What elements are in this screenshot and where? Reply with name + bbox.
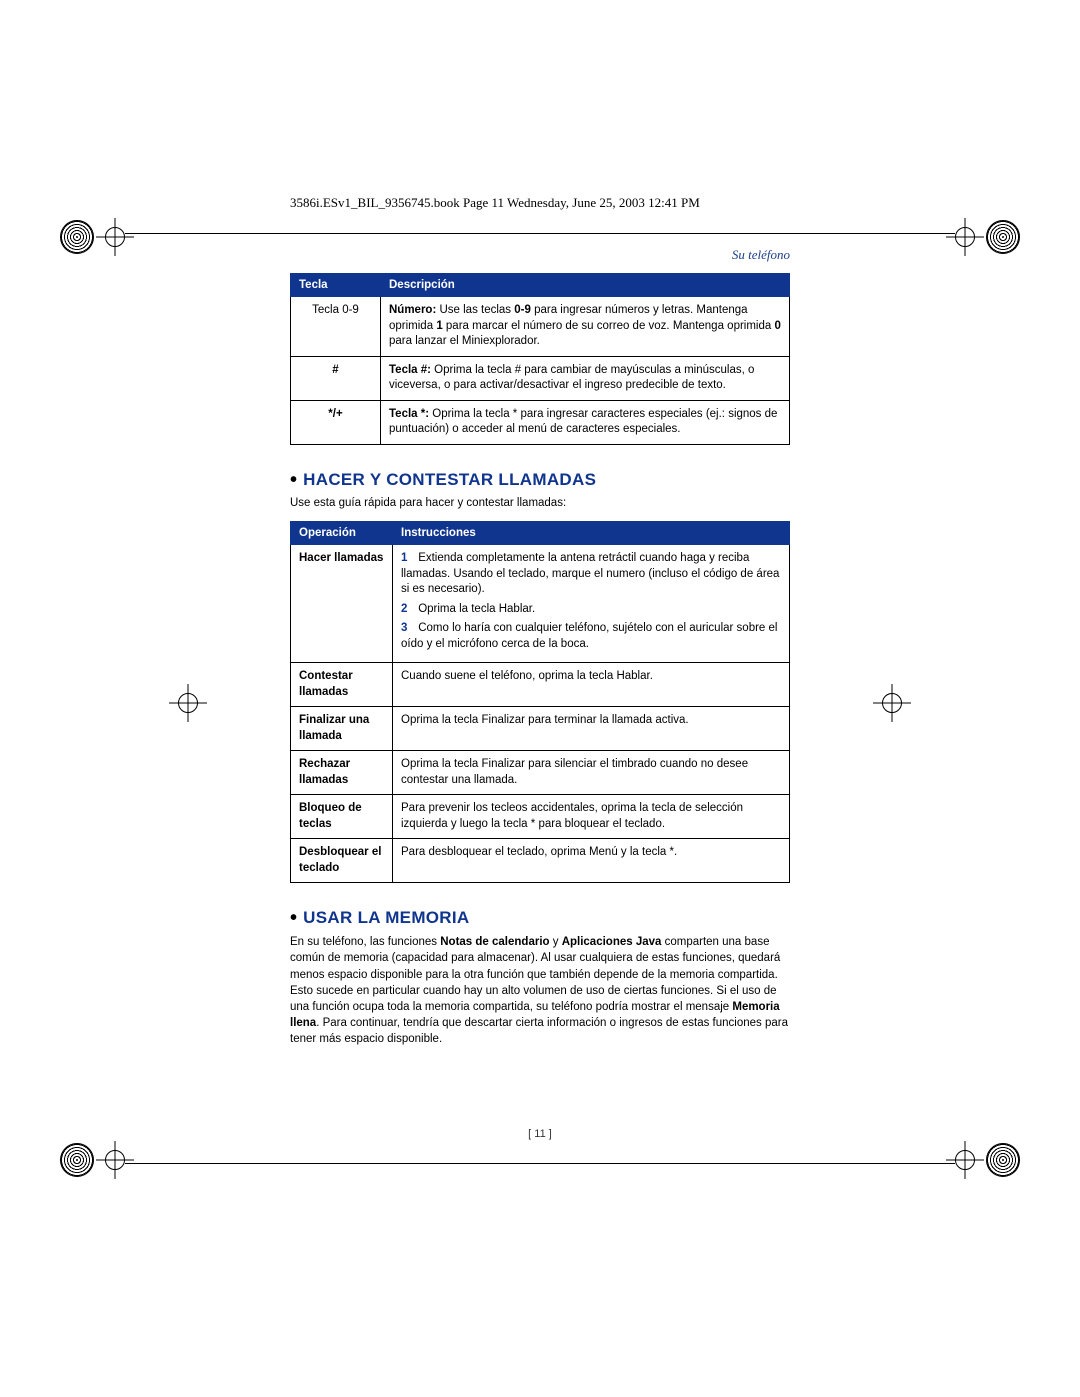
op-name: Bloqueo de teclas [291, 795, 393, 839]
op-name: Hacer llamadas [291, 545, 393, 663]
op-name: Contestar llamadas [291, 663, 393, 707]
page-number: 11 [528, 1128, 552, 1140]
operations-table: Operación Instrucciones Hacer llamadas1 … [290, 521, 790, 883]
tecla-key: Tecla 0-9 [291, 297, 381, 357]
tecla-key: # [291, 356, 381, 400]
tecla-desc: Tecla *: Oprima la tecla * para ingresar… [381, 400, 790, 444]
crop-mark-mid-right [879, 690, 905, 716]
crop-mark-bottom-right [952, 1143, 1020, 1177]
op-name: Finalizar una llamada [291, 707, 393, 751]
tecla-header-desc: Descripción [381, 274, 790, 297]
tecla-desc: Tecla #: Oprima la tecla # para cambiar … [381, 356, 790, 400]
crop-mark-top-right [952, 220, 1020, 254]
tecla-key: */+ [291, 400, 381, 444]
tecla-desc: Número: Use las teclas 0-9 para ingresar… [381, 297, 790, 357]
op-instructions: Cuando suene el teléfono, oprima la tecl… [393, 663, 790, 707]
op-name: Desbloquear el teclado [291, 839, 393, 883]
section-label: Su teléfono [290, 247, 790, 263]
crop-mark-mid-left [175, 690, 201, 716]
crop-line-bottom [125, 1163, 955, 1164]
crop-mark-top-left [60, 220, 128, 254]
op-name: Rechazar llamadas [291, 751, 393, 795]
ops-header-inst: Instrucciones [393, 522, 790, 545]
heading-memory: USAR LA MEMORIA [290, 907, 790, 930]
op-instructions: Para prevenir los tecleos accidentales, … [393, 795, 790, 839]
op-instructions: 1 Extienda completamente la antena retrá… [393, 545, 790, 663]
calls-intro: Use esta guía rápida para hacer y contes… [290, 496, 790, 512]
ops-header-op: Operación [291, 522, 393, 545]
crop-mark-bottom-left [60, 1143, 128, 1177]
tecla-header-key: Tecla [291, 274, 381, 297]
heading-calls: HACER Y CONTESTAR LLAMADAS [290, 469, 790, 492]
memory-paragraph: En su teléfono, las funciones Notas de c… [290, 934, 790, 1047]
tecla-table: Tecla Descripción Tecla 0-9Número: Use l… [290, 273, 790, 445]
op-instructions: Oprima la tecla Finalizar para terminar … [393, 707, 790, 751]
op-instructions: Para desbloquear el teclado, oprima Menú… [393, 839, 790, 883]
book-header: 3586i.ESv1_BIL_9356745.book Page 11 Wedn… [290, 195, 790, 211]
page-content: 3586i.ESv1_BIL_9356745.book Page 11 Wedn… [290, 195, 790, 1047]
op-instructions: Oprima la tecla Finalizar para silenciar… [393, 751, 790, 795]
